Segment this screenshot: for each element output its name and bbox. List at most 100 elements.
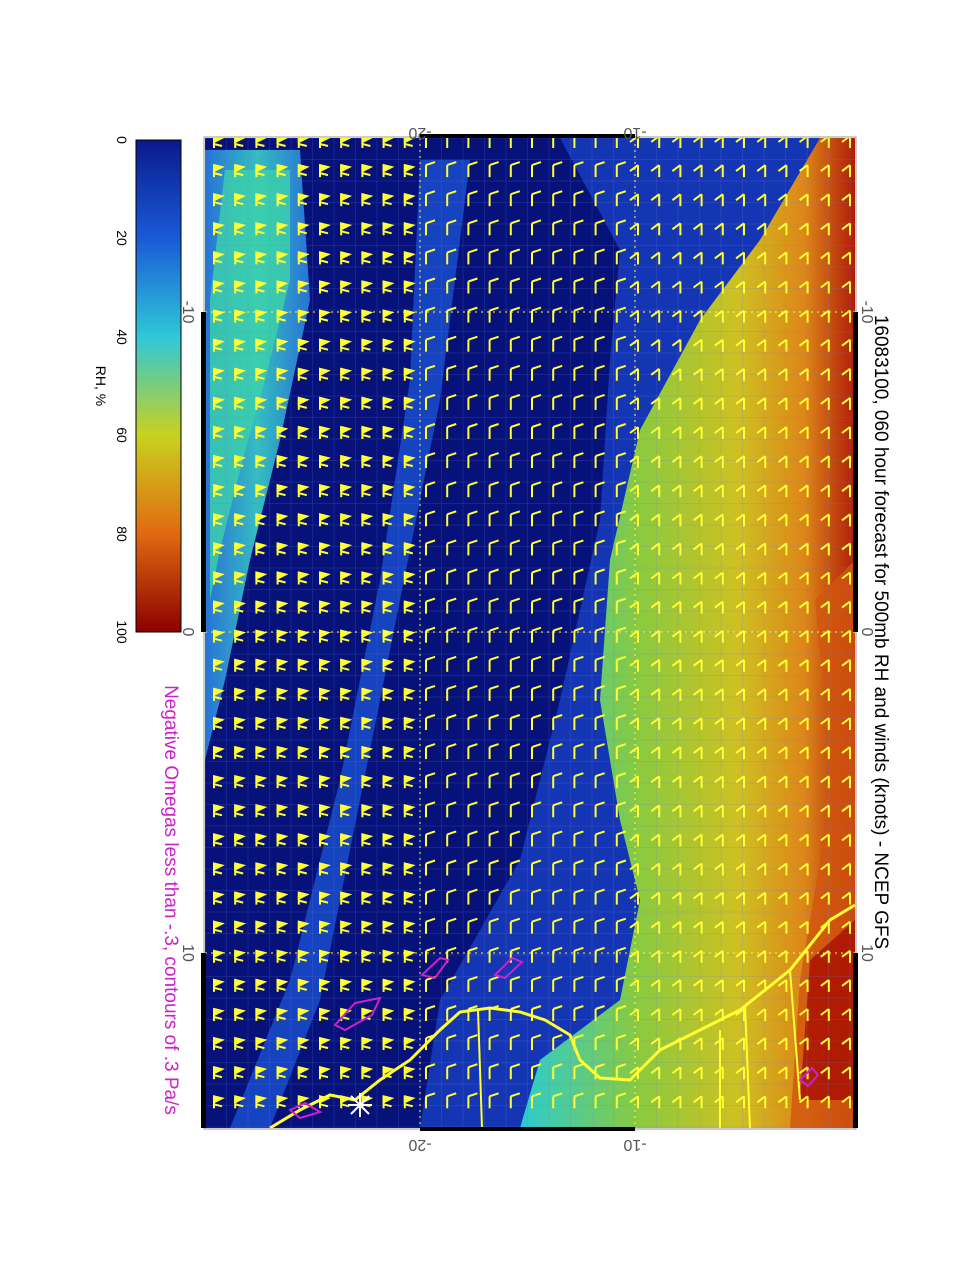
wind-barb [552,743,563,760]
grid-lines [205,138,855,1128]
wind-barb [629,1095,639,1109]
wind-barb [798,367,809,381]
wind-barb [552,481,563,498]
wind-barb [714,426,724,439]
wind-barb [382,571,395,585]
wind-barb [425,859,436,876]
wind-barb [297,804,310,818]
wind-barb [509,335,521,352]
wind-barb [276,454,289,469]
wind-barb [255,454,268,469]
wind-barb [340,192,353,207]
right-tick-label: -10 [858,300,875,323]
wind-barb [841,1095,851,1109]
wind-barb [531,743,542,760]
wind-barb [467,306,478,323]
wind-barb [735,280,745,294]
wind-barb [735,717,745,730]
wind-barb [319,192,331,207]
wind-barb [629,979,639,992]
wind-barb [255,716,268,730]
colorbar-tick: 40 [114,329,130,345]
wind-barb [276,309,289,323]
wind-barb [629,164,639,178]
wind-barb [297,338,310,352]
wind-barb [714,688,724,701]
wind-barb [509,539,521,556]
wind-barb [756,367,767,381]
wind-barb [488,335,499,352]
wind-barb [777,426,788,439]
wind-barb [488,743,499,760]
wind-barb [841,949,851,963]
wind-barb [213,629,225,643]
wind-barb [297,687,310,701]
wind-barb [798,280,809,294]
wind-barb [573,1005,584,1021]
wind-barb [615,364,627,381]
wind-barb [425,684,436,701]
wind-barb [319,163,331,178]
wind-barb [446,306,457,323]
wind-barb [276,745,289,760]
wind-barb [629,484,639,498]
wind-barb [820,542,830,556]
wind-barb [714,513,724,527]
colorbar: 0 20 40 60 80 100 RH, % [93,136,182,644]
wind-barb [213,163,225,178]
wind-barb [319,425,331,439]
wind-barb [777,455,788,469]
wind-barb [629,426,639,439]
wind-barb [403,251,416,265]
wind-barb [361,542,374,556]
wind-barb [403,222,416,236]
wind-barb [629,833,639,847]
wind-barb [531,306,542,323]
wind-barb [594,568,605,585]
wind-barb [382,1007,395,1021]
wind-barb [650,164,661,178]
wind-barb [340,716,353,730]
wind-barb [756,949,767,963]
wind-barb [777,138,788,148]
wind-barb [735,979,745,992]
wind-barb [531,539,542,556]
wind-barb [403,774,416,789]
wind-barb [735,513,745,527]
wind-barb [777,949,788,963]
wind-barb [255,891,268,905]
wind-barb [255,687,268,701]
wind-barb [467,655,478,672]
wind-barb [735,629,745,643]
wind-barb [650,920,661,934]
wind-barb [692,775,703,789]
location-marker [348,1093,372,1117]
wind-barb [756,1066,767,1080]
wind-barb [467,1034,478,1051]
coastline [269,903,855,1128]
wind-barb [777,280,788,294]
wind-barb [234,833,247,847]
wind-barb [735,455,745,469]
wind-barb [594,743,605,760]
wind-barb [841,862,851,876]
wind-barb [425,888,436,905]
wind-barb [509,481,521,498]
wind-barb [361,716,374,730]
wind-barb [446,597,457,614]
wind-barb [234,949,247,963]
wind-barb [297,658,310,672]
wind-barb [798,426,809,439]
wind-barb [798,397,809,410]
wind-barb [692,1066,703,1080]
left-tick-label: 10 [179,944,196,962]
wind-barb [446,655,457,672]
wind-barb [552,655,563,672]
axis-bars [201,134,858,1131]
wind-barb [777,367,788,381]
wind-barb [382,454,395,469]
wind-barb [403,571,416,585]
wind-barb [692,1095,703,1109]
wind-barb [382,163,395,178]
wind-barb [340,1065,353,1080]
